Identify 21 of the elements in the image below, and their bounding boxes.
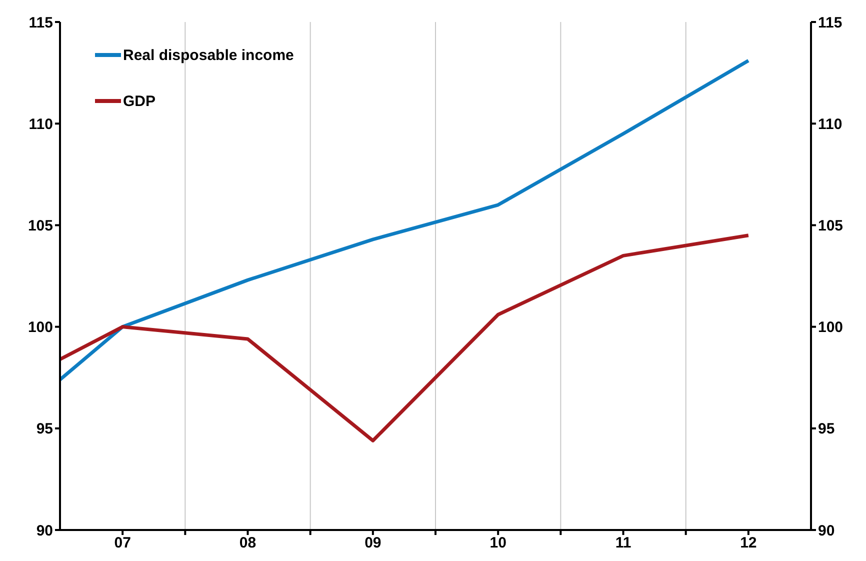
y-tick-label: 115: [28, 14, 53, 32]
y2-tick-label: 105: [818, 218, 844, 235]
x-tick-label: 12: [740, 534, 757, 552]
x-tick-label: 08: [239, 534, 256, 552]
y2-tick-label: 110: [818, 116, 842, 133]
line-series: [60, 234, 750, 442]
y2-tick-label: 115: [818, 14, 842, 32]
y2-tick-label: 100: [818, 319, 844, 336]
legend-label: Real disposable income: [123, 46, 294, 64]
y-tick-label: 95: [36, 420, 53, 438]
y2-tick-label: 95: [818, 420, 835, 438]
x-tick-label: 07: [114, 534, 131, 552]
x-tick-label: 11: [615, 534, 632, 552]
x-tick-label: 09: [364, 534, 382, 552]
y-tick-label: 90: [36, 522, 53, 540]
y-tick-label: 105: [28, 218, 53, 235]
x-tick-label: 10: [490, 534, 506, 552]
legend-label: GDP: [123, 92, 156, 110]
y-tick-label: 110: [28, 116, 53, 133]
y-tick-label: 100: [28, 319, 53, 336]
y2-tick-label: 90: [818, 522, 835, 540]
